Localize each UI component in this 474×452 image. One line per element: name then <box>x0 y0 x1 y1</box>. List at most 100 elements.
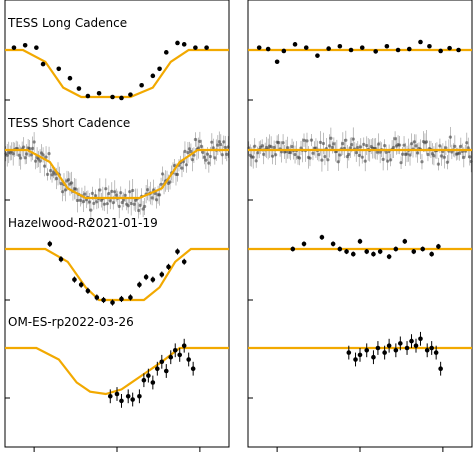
data-point <box>344 138 348 142</box>
data-point <box>456 47 461 53</box>
tess-long-left-model-line <box>5 48 229 99</box>
data-point <box>141 207 145 211</box>
data-point <box>76 86 82 91</box>
data-point <box>59 182 63 186</box>
data-point <box>137 208 141 213</box>
data-point <box>469 159 473 164</box>
data-point <box>336 160 340 164</box>
axis-ticks <box>5 49 444 452</box>
data-point <box>272 145 276 150</box>
data-point <box>123 193 127 197</box>
data-point <box>190 158 195 162</box>
data-point <box>381 157 385 162</box>
data-point <box>29 153 33 157</box>
data-point <box>357 153 361 158</box>
data-point <box>337 43 343 49</box>
data-point <box>260 144 264 148</box>
data-point <box>56 66 62 72</box>
data-point <box>159 182 163 186</box>
data-point <box>314 146 318 150</box>
tess-short-left-series <box>4 131 230 221</box>
panel-label-hazelwood: Hazelwood-Rc <box>8 216 93 230</box>
data-point <box>399 161 403 165</box>
data-point <box>357 239 363 244</box>
data-point <box>447 45 452 51</box>
data-point <box>19 156 23 160</box>
data-point <box>175 249 180 254</box>
data-point <box>113 190 117 194</box>
data-point <box>168 180 172 184</box>
data-point <box>60 190 65 194</box>
data-point <box>427 43 432 49</box>
data-point <box>402 239 408 244</box>
data-point <box>204 158 208 162</box>
data-point <box>392 145 396 150</box>
data-point <box>341 142 345 146</box>
data-point <box>256 151 260 155</box>
data-point <box>393 246 399 252</box>
data-point <box>256 45 262 50</box>
data-point <box>356 145 360 150</box>
hazelwood-right-series <box>248 234 472 260</box>
data-point <box>409 142 414 146</box>
data-point <box>202 155 206 159</box>
om-es-left-series <box>5 338 229 408</box>
data-point <box>247 146 251 150</box>
data-point <box>321 141 326 146</box>
data-point <box>183 149 187 153</box>
data-point <box>92 201 96 205</box>
data-point <box>347 152 351 157</box>
data-point <box>351 137 355 141</box>
data-point <box>107 191 111 196</box>
data-point <box>63 188 68 192</box>
data-point <box>409 338 414 344</box>
data-point <box>187 147 192 151</box>
data-point <box>102 202 106 206</box>
data-point <box>163 368 169 374</box>
data-point <box>371 354 376 360</box>
data-point <box>453 144 457 148</box>
data-point <box>292 42 298 47</box>
data-point <box>377 142 381 146</box>
data-point <box>371 251 376 257</box>
data-point <box>318 140 323 144</box>
data-point <box>94 295 100 300</box>
data-point <box>154 198 159 202</box>
data-point <box>207 161 211 165</box>
data-point <box>271 154 275 158</box>
data-point <box>137 394 142 399</box>
data-point <box>186 151 190 155</box>
data-point <box>45 172 50 176</box>
panel-date-om-es: 2022-03-26 <box>64 315 134 329</box>
data-point <box>81 199 85 204</box>
data-point <box>22 145 26 149</box>
data-point <box>364 249 370 254</box>
data-point <box>415 151 420 155</box>
data-point <box>208 154 212 159</box>
data-point <box>72 277 77 282</box>
data-point <box>269 145 273 149</box>
data-point <box>41 153 45 157</box>
data-point <box>436 244 441 249</box>
panel-label-tess-short: TESS Short Cadence <box>7 116 130 130</box>
data-point <box>375 150 379 154</box>
data-point <box>305 139 309 143</box>
data-point <box>465 141 469 145</box>
data-point <box>293 152 297 157</box>
data-point <box>337 246 343 252</box>
data-point <box>95 200 99 204</box>
data-point <box>348 146 352 150</box>
data-point <box>426 152 430 157</box>
data-point <box>119 296 124 302</box>
data-point <box>432 154 436 158</box>
data-point <box>262 152 266 156</box>
data-point <box>285 146 290 150</box>
data-point <box>320 158 324 162</box>
data-point <box>119 191 123 195</box>
data-point <box>198 139 202 143</box>
data-point <box>338 153 342 157</box>
data-point <box>110 94 115 100</box>
data-point <box>213 156 217 160</box>
data-point <box>17 153 21 157</box>
data-point <box>114 391 120 397</box>
